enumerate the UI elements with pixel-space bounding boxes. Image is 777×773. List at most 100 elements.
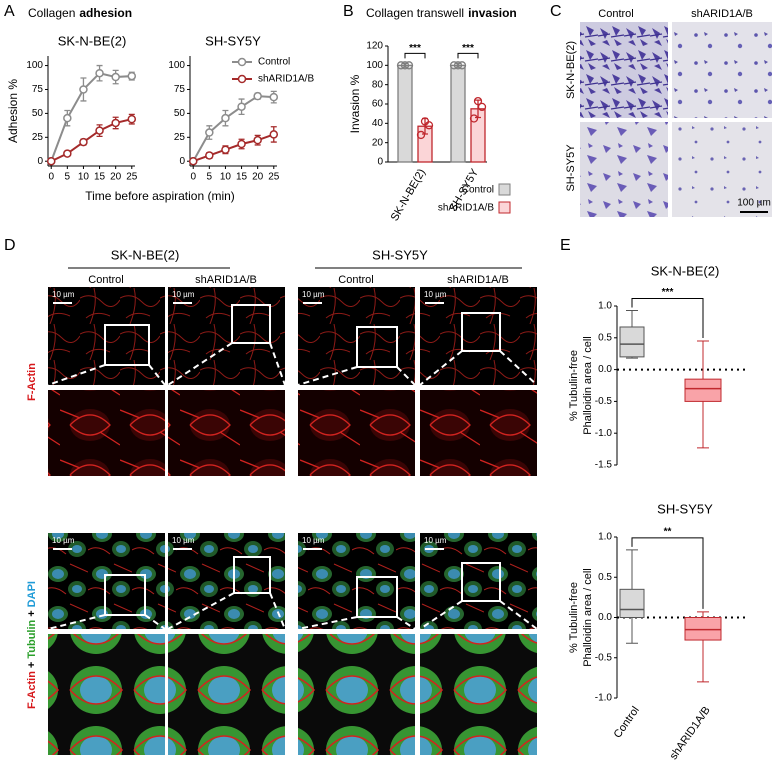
replicate-point [396,61,406,70]
fit-line [192,95,274,162]
micrograph [168,287,285,385]
x-tick-label: 25 [126,172,138,183]
y-tick-label: 25 [174,132,186,143]
y-axis-label: Phalloidin area / cell [582,336,594,434]
y-axis-label: % Tubulin-free [568,350,580,421]
x-tick-label: 10 [78,172,90,183]
row-label: F-Actin + Tubulin + DAPI [26,581,38,709]
y-tick-label: 60 [372,99,384,110]
scale-bar-label: 10 µm [172,536,195,545]
x-axis-label: Time before aspiration (min) [85,189,235,203]
y-tick-label: 0.5 [598,332,612,343]
data-point [111,118,120,128]
whisker [626,309,638,327]
legend-swatch [498,201,511,214]
y-tick-label: -1.5 [595,460,613,471]
data-point [221,113,230,123]
panel-label: A [4,3,15,20]
y-tick-label: 40 [372,118,384,129]
micrograph [168,390,285,476]
x-tick-label: 5 [207,172,213,183]
micrograph [580,22,668,118]
data-point [63,113,72,123]
micrograph [580,122,668,217]
label-part: + [26,610,38,616]
significance-bracket [631,297,704,338]
column-label: shARID1A/B [447,274,509,286]
y-tick-label: 50 [174,108,186,119]
micrograph [168,533,285,629]
y-tick-label: 0.0 [598,612,612,623]
x-tick-label: 20 [110,172,122,183]
scale-bar-label: 10 µm [302,290,325,299]
y-tick-label: -1.0 [595,693,613,704]
title-part: adhesion [79,6,132,20]
column-label: Control [88,274,123,286]
scale-bar-label: 10 µm [424,290,447,299]
panel-label: D [4,237,16,254]
x-tick-label: 5 [65,172,71,183]
significance-label: *** [462,43,474,54]
data-point [205,151,214,160]
column-label: shARID1A/B [195,274,257,286]
data-point [127,71,137,81]
micrograph [298,390,415,476]
chart-title: SH-SY5Y [205,33,261,48]
y-tick-label: 0.0 [598,364,612,375]
x-tick-label: 15 [236,172,248,183]
y-tick-label: -0.5 [595,652,613,663]
significance-label: *** [662,287,674,298]
y-tick-label: 0 [377,157,383,168]
micrograph [420,390,537,476]
title-part: Collagen [28,6,75,20]
label-part: DAPI [26,581,38,607]
box [619,326,645,358]
chart-title: SK-N-BE(2) [651,263,720,278]
x-tick-label: 20 [252,172,264,183]
replicate-point [416,130,426,140]
chart-title: SK-N-BE(2) [58,33,127,48]
zoom-guides [47,342,538,630]
y-axis-label: Invasion % [348,74,362,133]
zoom-box [461,312,501,352]
data-point [237,102,246,111]
box [684,617,722,641]
legend-label: shARID1A/B [258,74,314,85]
replicate-point [457,61,467,70]
group-label: SH-SY5Y [372,247,428,262]
label-part: + [26,662,38,668]
label-part: Tubulin [26,619,38,658]
label-part: F-Actin [26,671,38,709]
data-point [79,137,88,147]
y-axis-label: Adhesion % [6,79,20,143]
x-tick-label: 25 [268,172,280,183]
y-tick-label: -0.5 [595,396,613,407]
y-tick-label: 50 [32,108,44,119]
box [684,378,722,402]
y-tick-label: 120 [366,41,383,52]
data-point [188,156,198,166]
data-point [79,85,88,94]
y-tick-label: 100 [168,60,185,71]
y-tick-label: 0 [37,156,43,167]
replicate-point [404,61,414,70]
box [619,588,645,619]
scale-bars [53,302,444,550]
y-tick-label: 25 [32,132,44,143]
significance-label: *** [409,43,421,54]
zoom-box [233,556,271,594]
micrograph [420,634,537,755]
y-tick-label: 100 [26,60,43,71]
legend-swatch [237,57,247,67]
legend-swatch [237,74,247,84]
row-label: F-Actin [26,363,38,401]
data-point [221,145,230,154]
y-tick-label: 0 [179,156,185,167]
significance-bracket [457,52,479,59]
whisker [626,617,638,644]
legend-label: Control [462,185,494,196]
x-tick-label: 15 [94,172,106,183]
legend-swatch [498,183,511,196]
significance-label: ** [664,527,672,538]
